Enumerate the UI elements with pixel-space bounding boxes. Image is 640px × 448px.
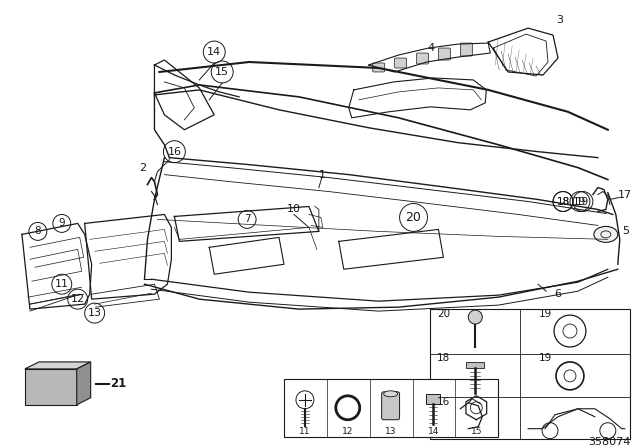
Text: 18: 18 — [556, 197, 570, 207]
FancyBboxPatch shape — [372, 63, 385, 72]
Text: 5: 5 — [622, 226, 629, 237]
Text: 7: 7 — [244, 215, 250, 224]
FancyBboxPatch shape — [417, 53, 428, 64]
Text: 15: 15 — [470, 427, 482, 436]
Text: 15: 15 — [215, 67, 229, 77]
Text: 21: 21 — [111, 377, 127, 390]
Bar — [284, 379, 498, 437]
Text: 6: 6 — [554, 289, 561, 299]
Polygon shape — [25, 362, 91, 369]
Text: 11: 11 — [55, 279, 68, 289]
Text: 19: 19 — [538, 353, 552, 363]
Text: 12: 12 — [70, 294, 84, 304]
FancyBboxPatch shape — [438, 48, 451, 60]
Text: 14: 14 — [207, 47, 221, 57]
Text: 358074: 358074 — [588, 437, 630, 447]
Text: 14: 14 — [428, 427, 439, 436]
Text: 4: 4 — [428, 43, 435, 53]
Text: 20: 20 — [437, 309, 450, 319]
Text: 8: 8 — [35, 226, 41, 237]
Ellipse shape — [383, 391, 397, 397]
Text: 16: 16 — [168, 146, 181, 157]
Bar — [467, 362, 484, 368]
FancyBboxPatch shape — [460, 43, 472, 56]
FancyBboxPatch shape — [395, 58, 406, 68]
Text: 16: 16 — [436, 397, 450, 407]
Text: 18: 18 — [556, 197, 570, 207]
Text: 10: 10 — [287, 204, 301, 215]
Bar — [431, 309, 630, 439]
Circle shape — [468, 310, 483, 324]
Polygon shape — [77, 362, 91, 405]
Bar — [25, 369, 77, 405]
Text: 12: 12 — [342, 427, 353, 436]
Bar — [426, 394, 440, 404]
Text: 9: 9 — [58, 219, 65, 228]
Text: 18: 18 — [436, 353, 450, 363]
Text: 13: 13 — [385, 427, 396, 436]
Ellipse shape — [594, 226, 618, 242]
Circle shape — [343, 403, 353, 413]
Text: 11: 11 — [299, 427, 310, 436]
Text: 13: 13 — [88, 308, 102, 318]
Text: 1: 1 — [318, 170, 325, 180]
Text: 19: 19 — [538, 309, 552, 319]
FancyBboxPatch shape — [381, 392, 399, 420]
Text: 17: 17 — [618, 190, 632, 199]
Text: 3: 3 — [557, 15, 563, 25]
Text: 19: 19 — [576, 197, 589, 207]
Text: 19: 19 — [573, 197, 586, 207]
Text: 2: 2 — [139, 163, 146, 172]
Text: 20: 20 — [406, 211, 422, 224]
